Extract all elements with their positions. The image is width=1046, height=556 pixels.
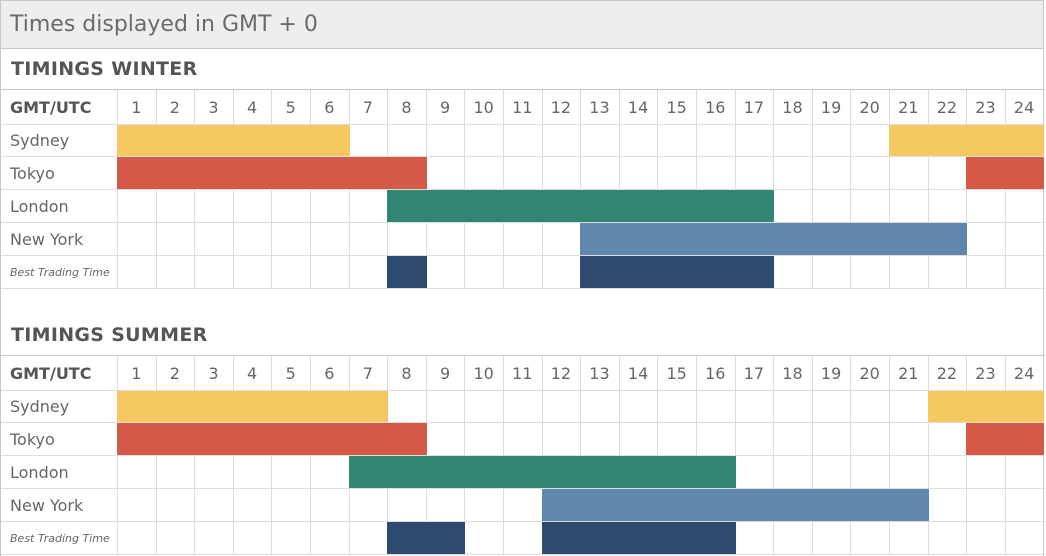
session-row-tokyo: Tokyo: [1, 423, 1045, 456]
session-row-london: London: [1, 190, 1045, 223]
hour-tick-label: 24: [1013, 97, 1035, 117]
session-row-sydney: Sydney: [1, 391, 1045, 423]
winter-timing-grid: GMT/UTC 1 2 3 4 5 6 7 8 9 10 11 12 13 14 15 16 17 18 19 20 21…: [1, 90, 1045, 289]
hour-tick-label: 3: [208, 363, 219, 383]
session-label: Sydney: [10, 397, 70, 416]
hour-tick-label: 15: [666, 97, 687, 117]
hour-tick-label: 1: [131, 97, 142, 117]
session-bar-sydney: [117, 391, 389, 422]
hour-tick-label: 13: [589, 97, 610, 117]
hour-tick-label: 15: [666, 363, 687, 383]
hour-tick-label: 9: [440, 363, 451, 383]
winter-section-title: TIMINGS WINTER: [11, 58, 198, 80]
hour-tick-label: 20: [859, 363, 880, 383]
hour-tick-label: 12: [550, 363, 572, 383]
hour-tick-label: 7: [362, 363, 373, 383]
session-row-sydney: Sydney: [1, 125, 1045, 157]
hour-tick-label: 19: [820, 97, 842, 117]
hour-tick-label: 14: [627, 363, 649, 383]
hour-tick-label: 4: [247, 97, 258, 117]
timezone-banner: Times displayed in GMT + 0: [1, 0, 1043, 49]
session-bar-tokyo: [966, 157, 1045, 189]
session-label: New York: [10, 229, 84, 249]
hour-tick-label: 16: [705, 97, 726, 117]
hour-tick-label: 10: [473, 363, 494, 383]
hour-tick-label: 20: [859, 97, 880, 117]
hour-tick-label: 4: [247, 363, 258, 383]
hour-tick-label: 11: [512, 97, 533, 117]
session-label: Best Trading Time: [10, 531, 110, 545]
session-bar-best-trading-time: [387, 522, 466, 554]
session-row-best-trading-time: Best Trading Time: [1, 256, 1045, 289]
winter-section-divider: [1, 89, 1045, 90]
hour-tick-label: 8: [401, 97, 412, 117]
session-bar-sydney: [927, 391, 1045, 422]
hour-tick-label: 16: [705, 363, 726, 383]
hour-tick-label: 21: [898, 363, 919, 383]
hour-tick-label: 6: [324, 363, 335, 383]
hour-tick-label: 23: [975, 363, 996, 383]
hour-tick-label: 1: [131, 363, 142, 383]
session-row-new-york: New York: [1, 489, 1045, 522]
hour-tick-label: 2: [169, 363, 180, 383]
hour-tick-label: 21: [898, 97, 919, 117]
hour-tick-label: 18: [782, 97, 803, 117]
session-row-tokyo: Tokyo: [1, 157, 1045, 190]
session-bar-sydney: [117, 125, 350, 156]
hour-tick-label: 22: [936, 97, 958, 117]
timezone-header-label: GMT/UTC: [10, 97, 92, 117]
summer-section-title: TIMINGS SUMMER: [11, 324, 208, 346]
summer-section-divider: [1, 355, 1045, 356]
session-label: Sydney: [10, 131, 70, 150]
summer-timing-grid: GMT/UTC 1 2 3 4 5 6 7 8 9 10 11 12 13 14 15 16 17 18 19 20 21…: [1, 356, 1045, 555]
session-label: Tokyo: [10, 163, 55, 183]
hour-tick-label: 23: [975, 97, 996, 117]
hour-tick-label: 17: [743, 363, 765, 383]
session-row-new-york: New York: [1, 223, 1045, 256]
hour-tick-label: 14: [627, 97, 649, 117]
hour-tick-label: 5: [285, 97, 296, 117]
session-bar-london: [387, 190, 775, 222]
timezone-header-label: GMT/UTC: [10, 363, 92, 383]
hour-tick-label: 12: [550, 97, 572, 117]
hour-tick-label: 2: [169, 97, 180, 117]
session-label: Tokyo: [10, 429, 55, 449]
session-row-london: London: [1, 456, 1045, 489]
hour-tick-label: 10: [473, 97, 494, 117]
hour-tick-label: 13: [589, 363, 610, 383]
hour-tick-label: 9: [440, 97, 451, 117]
session-bar-tokyo: [966, 423, 1045, 455]
hour-tick-label: 8: [401, 363, 412, 383]
session-row-best-trading-time: Best Trading Time: [1, 522, 1045, 555]
session-bar-new-york: [541, 489, 929, 521]
session-bar-best-trading-time: [580, 256, 775, 288]
hour-tick-label: 24: [1013, 363, 1035, 383]
session-bar-best-trading-time: [541, 522, 736, 554]
session-bar-london: [348, 456, 736, 488]
hour-tick-label: 5: [285, 363, 296, 383]
session-bar-tokyo: [117, 157, 427, 189]
hour-tick-label: 7: [362, 97, 373, 117]
hour-tick-label: 6: [324, 97, 335, 117]
hour-tick-label: 3: [208, 97, 219, 117]
session-bar-tokyo: [117, 423, 427, 455]
hour-tick-label: 11: [512, 363, 533, 383]
hour-tick-label: 17: [743, 97, 765, 117]
hour-tick-label: 19: [820, 363, 842, 383]
session-label: Best Trading Time: [10, 265, 110, 279]
session-bar-new-york: [580, 223, 968, 255]
hour-header-row: GMT/UTC 1 2 3 4 5 6 7 8 9 10 11 12 13 14 15 16 17 18 19 20 21…: [1, 356, 1045, 391]
session-label: London: [10, 196, 69, 216]
session-bar-best-trading-time: [387, 256, 427, 288]
session-bar-sydney: [889, 125, 1045, 156]
hour-tick-label: 18: [782, 363, 803, 383]
hour-tick-label: 22: [936, 363, 958, 383]
session-label: New York: [10, 495, 84, 515]
session-label: London: [10, 462, 69, 482]
hour-header-row: GMT/UTC 1 2 3 4 5 6 7 8 9 10 11 12 13 14 15 16 17 18 19 20 21…: [1, 90, 1045, 125]
